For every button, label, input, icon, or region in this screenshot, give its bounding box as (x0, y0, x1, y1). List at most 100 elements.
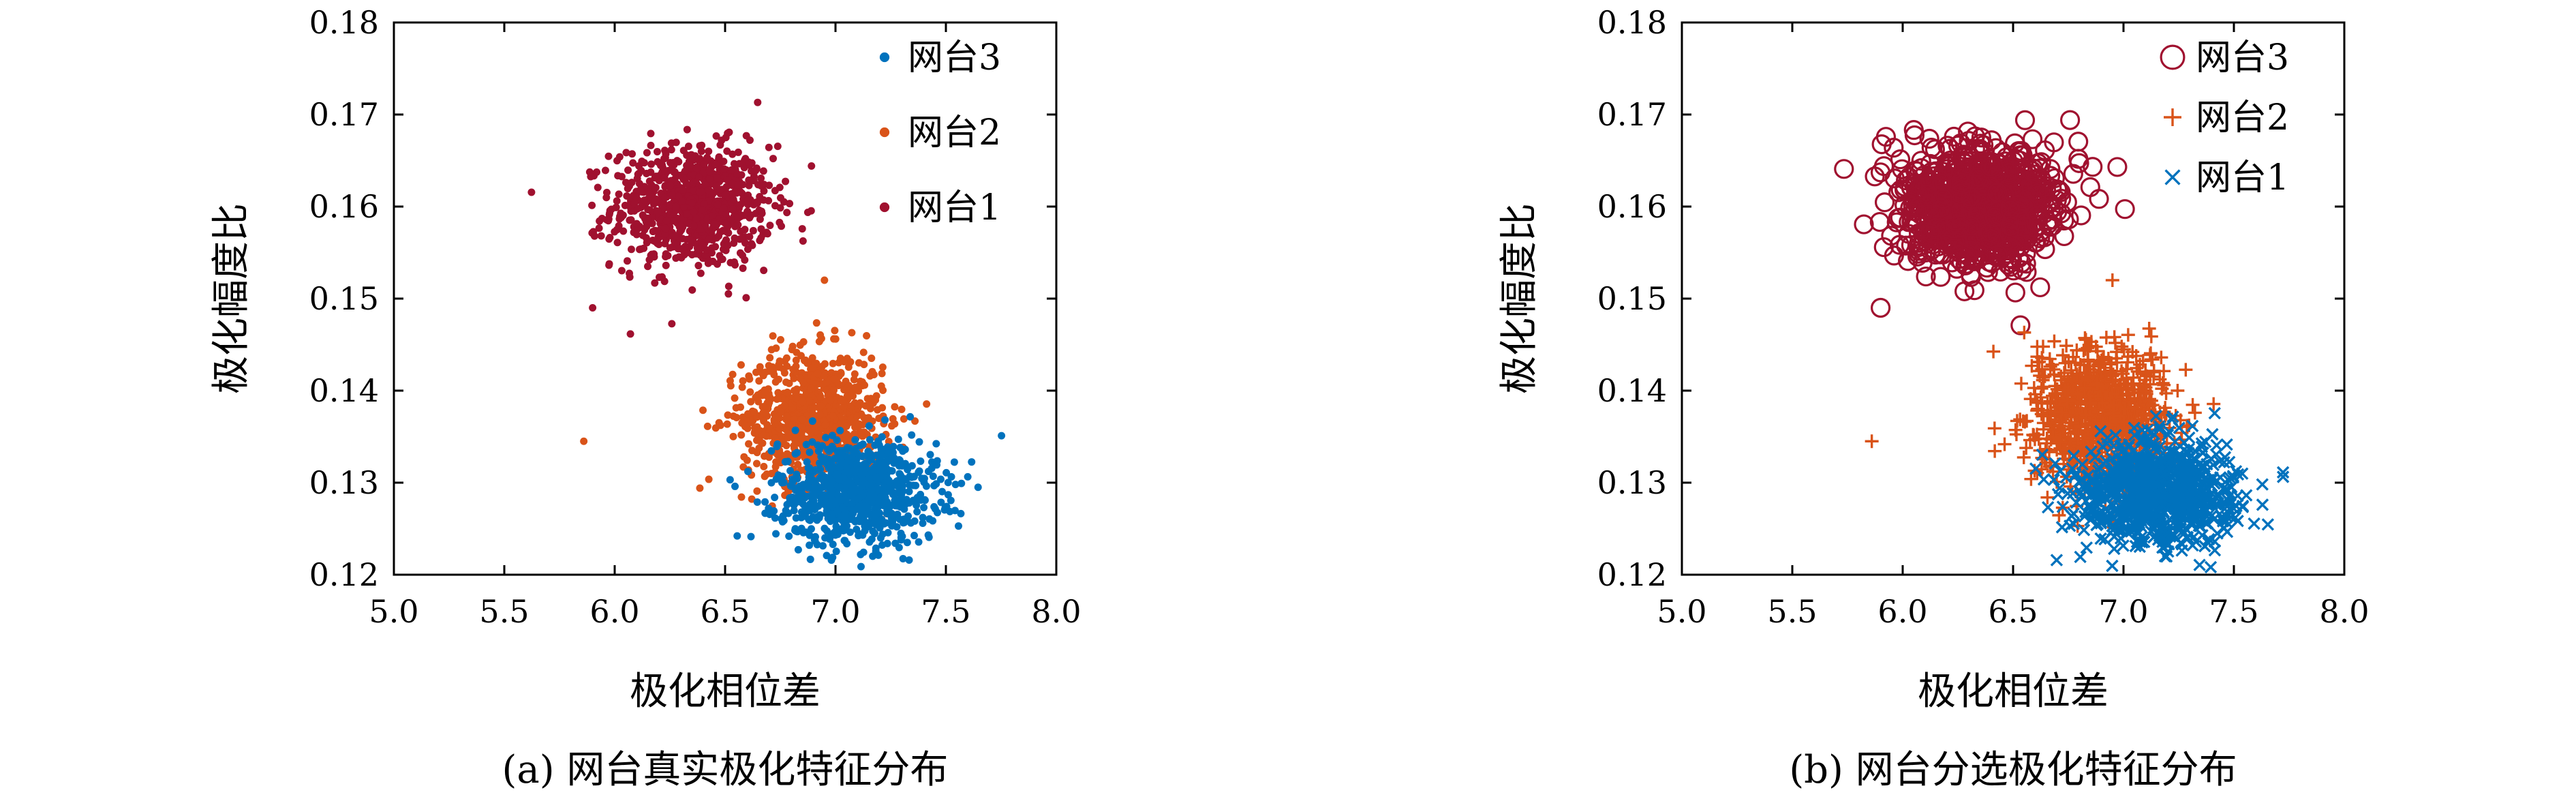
data-point (806, 541, 814, 549)
data-point (872, 473, 880, 481)
data-point (694, 262, 703, 270)
data-point (825, 474, 833, 482)
data-point (623, 257, 631, 265)
data-point (684, 142, 692, 151)
data-point (679, 147, 688, 155)
data-point (809, 363, 817, 372)
data-point (889, 414, 897, 423)
data-point (808, 162, 816, 170)
data-point (898, 532, 906, 541)
data-point (773, 142, 782, 151)
scatter-points-b (1834, 110, 2290, 574)
data-point (869, 527, 877, 535)
data-point (2089, 189, 2109, 209)
data-point (701, 252, 709, 260)
data-point (903, 539, 911, 547)
data-point (776, 183, 784, 192)
data-point (799, 237, 807, 245)
data-point (655, 273, 663, 282)
data-point (957, 509, 965, 517)
data-point (886, 511, 894, 519)
data-point (896, 471, 904, 479)
data-point (925, 533, 933, 541)
data-point (898, 405, 906, 413)
data-point (778, 222, 786, 230)
data-point (737, 361, 745, 369)
data-point (998, 432, 1006, 440)
data-point (778, 479, 786, 487)
data-point (753, 487, 761, 495)
data-point (813, 516, 821, 524)
data-point (2074, 550, 2087, 564)
data-point (727, 190, 735, 198)
data-point (682, 179, 690, 187)
data-point (950, 458, 958, 466)
data-point (746, 375, 754, 383)
data-point (816, 483, 825, 492)
data-point (527, 188, 536, 196)
data-point (913, 501, 921, 509)
data-point (891, 403, 899, 411)
data-point (743, 196, 752, 205)
data-point (626, 269, 634, 277)
data-point (679, 245, 687, 254)
data-point (643, 149, 651, 157)
data-point (639, 211, 647, 219)
data-point (904, 512, 913, 520)
data-point (808, 417, 816, 425)
data-point (881, 416, 889, 424)
data-point (797, 435, 806, 443)
data-point (811, 502, 819, 510)
data-point (859, 453, 867, 461)
data-point (627, 245, 635, 254)
data-point (757, 182, 765, 190)
data-point (627, 207, 635, 215)
data-point (662, 253, 670, 261)
y-tick-label: 0.13 (309, 464, 379, 501)
data-point (865, 497, 873, 505)
data-point (910, 532, 918, 540)
data-point (831, 375, 839, 383)
data-point (725, 128, 733, 136)
data-point (767, 447, 776, 455)
data-point (746, 232, 754, 241)
panel-a: 5.0 5.5 6.0 6.5 7.0 7.5 8.0 0.120.130.140.150.… (209, 4, 1082, 792)
data-point (782, 412, 791, 421)
data-point (624, 166, 632, 175)
data-point (696, 484, 704, 492)
data-point (2071, 205, 2091, 226)
data-point (728, 179, 736, 187)
data-point (701, 222, 709, 230)
data-point (833, 507, 842, 515)
data-point (878, 370, 886, 378)
data-point (926, 451, 934, 459)
data-point (716, 252, 724, 260)
data-point (645, 190, 654, 198)
data-point (666, 200, 674, 209)
data-point (766, 354, 774, 362)
data-point (857, 550, 865, 558)
scatter-points-a (527, 98, 1006, 571)
data-point (868, 451, 876, 459)
data-point (596, 217, 604, 225)
data-point (735, 160, 743, 168)
data-point (846, 528, 854, 537)
data-point (865, 436, 874, 444)
data-point (667, 146, 675, 154)
data-point (720, 226, 728, 235)
data-point (728, 166, 736, 174)
data-point (683, 210, 691, 218)
data-point (806, 507, 814, 515)
data-point (784, 434, 793, 442)
data-point (666, 244, 674, 252)
data-point (855, 487, 863, 495)
data-point (729, 432, 737, 440)
data-point (653, 147, 661, 155)
data-point (711, 243, 720, 251)
data-point (677, 222, 685, 230)
data-point (2080, 177, 2100, 198)
data-point (1854, 214, 1874, 235)
data-point (651, 237, 659, 245)
data-point (721, 219, 729, 227)
